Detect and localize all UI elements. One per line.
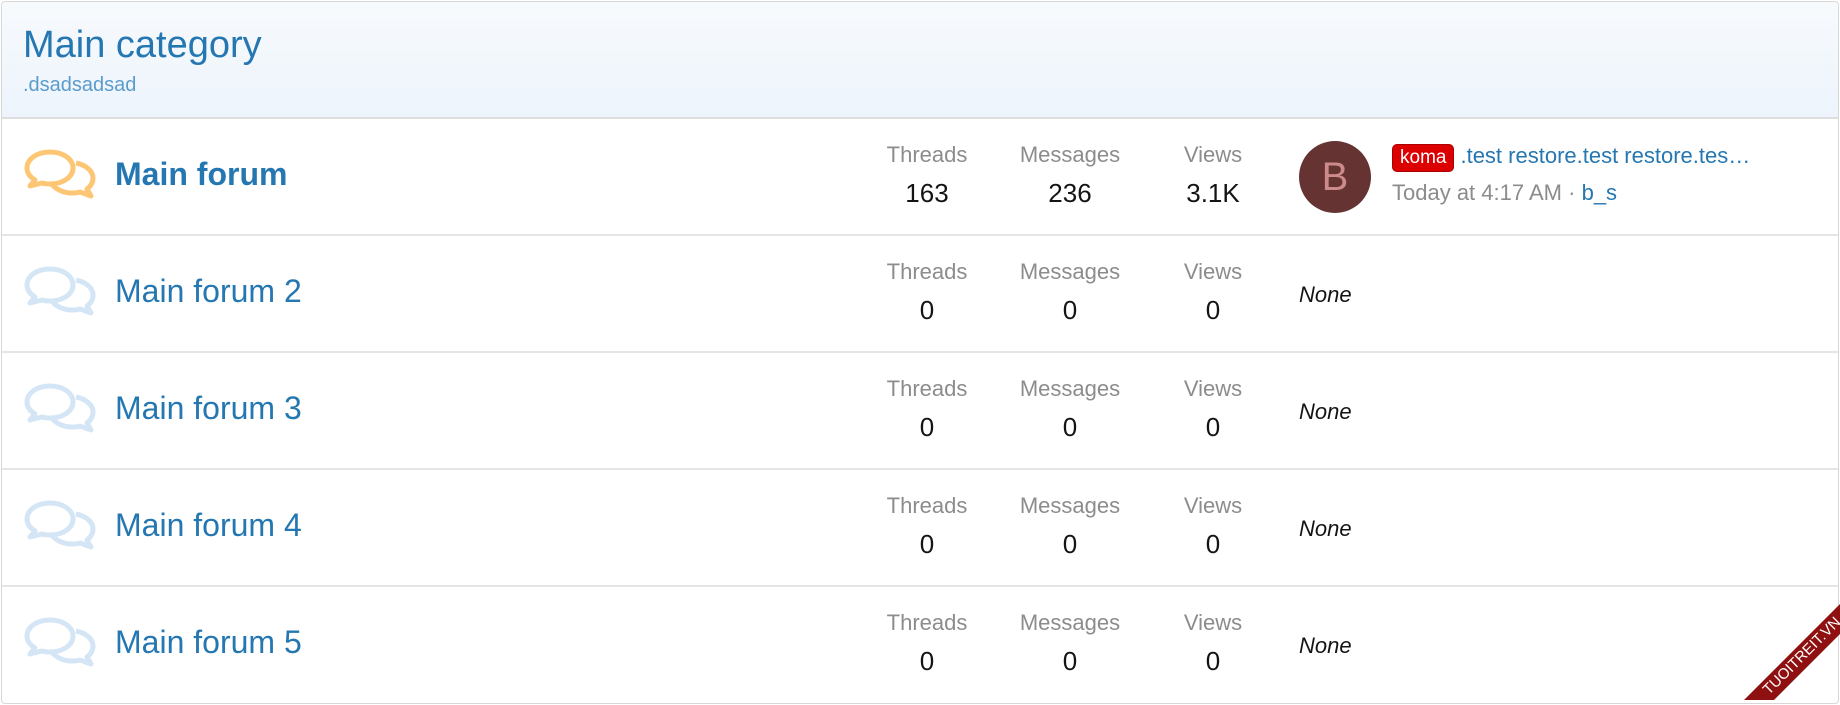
forum-title-link[interactable]: Main forum 4 (115, 507, 302, 543)
forum-row: Main forum Threads 163 Messages 236 Views 3.1K… (2, 119, 1838, 236)
forum-title-link[interactable]: Main forum 2 (115, 273, 302, 309)
stat-messages-value: 236 (1048, 178, 1092, 208)
stat-messages-label: Messages (1019, 376, 1121, 401)
stat-messages-label: Messages (1019, 259, 1121, 284)
stat-threads-label: Threads (886, 376, 968, 401)
forum-list: Main forum Threads 163 Messages 236 Views 3.1K… (2, 119, 1838, 703)
stat-views: Views 0 (1143, 259, 1283, 326)
avatar[interactable]: B (1299, 141, 1371, 213)
stat-threads-value: 0 (919, 529, 935, 559)
stat-messages: Messages 0 (1000, 493, 1140, 560)
latest-thread-link[interactable]: .test restore.test restore.tes… (1460, 143, 1751, 168)
stat-threads-label: Threads (886, 493, 968, 518)
stat-threads-label: Threads (886, 259, 968, 284)
stat-views: Views 0 (1143, 376, 1283, 443)
stat-threads: Threads 0 (857, 610, 997, 677)
forum-row: Main forum 4 Threads 0 Messages 0 Views 0 None (2, 470, 1838, 587)
latest-post: koma .test restore.test restore.tes… Toda… (1392, 143, 1832, 206)
watermark-band (1744, 604, 1840, 700)
no-latest-post: None (1299, 516, 1352, 541)
forum-chat-icon (22, 615, 98, 675)
stat-threads-value: 0 (919, 295, 935, 325)
stat-views-label: Views (1183, 493, 1243, 518)
stat-views-label: Views (1183, 610, 1243, 635)
stat-views: Views 0 (1143, 493, 1283, 560)
stat-threads: Threads 0 (857, 259, 997, 326)
forum-title-link[interactable]: Main forum 3 (115, 390, 302, 426)
stat-threads-label: Threads (886, 610, 968, 635)
stat-messages: Messages 236 (1000, 142, 1140, 209)
separator: · (1568, 180, 1576, 205)
stat-messages-label: Messages (1019, 493, 1121, 518)
forum-row: Main forum 5 Threads 0 Messages 0 Views 0 None (2, 587, 1838, 703)
stat-views: Views 3.1K (1143, 142, 1283, 209)
stat-messages-value: 0 (1062, 529, 1078, 559)
latest-time[interactable]: Today at 4:17 AM (1392, 180, 1562, 205)
stat-threads-value: 0 (919, 412, 935, 442)
stat-views-value: 0 (1205, 295, 1221, 325)
watermark-text: TUOITREIT.VN (1760, 614, 1840, 699)
stat-threads-label: Threads (886, 142, 968, 167)
forum-chat-icon (22, 498, 98, 558)
latest-user-link[interactable]: b_s (1581, 180, 1618, 205)
stat-views-label: Views (1183, 376, 1243, 401)
category-description: .dsadsadsad (23, 74, 137, 96)
stat-messages: Messages 0 (1000, 610, 1140, 677)
stat-messages-value: 0 (1062, 295, 1078, 325)
forum-row: Main forum 2 Threads 0 Messages 0 Views 0 None (2, 236, 1838, 353)
stat-messages-label: Messages (1019, 142, 1121, 167)
stat-views-label: Views (1183, 259, 1243, 284)
no-latest-post: None (1299, 282, 1352, 307)
category-header: Main category .dsadsadsad (2, 2, 1838, 119)
forum-chat-icon (22, 381, 98, 441)
forum-title-link[interactable]: Main forum 5 (115, 624, 302, 660)
stat-threads: Threads 0 (857, 376, 997, 443)
stat-messages: Messages 0 (1000, 376, 1140, 443)
no-latest-post: None (1299, 633, 1352, 658)
prefix-badge: koma (1392, 144, 1455, 172)
forum-title-link[interactable]: Main forum (115, 156, 288, 192)
category-title[interactable]: Main category (23, 24, 262, 66)
forum-chat-icon (22, 147, 98, 207)
stat-threads: Threads 163 (857, 142, 997, 209)
watermark-ribbon: TUOITREIT.VN (1744, 604, 1840, 700)
forum-row: Main forum 3 Threads 0 Messages 0 Views 0 None (2, 353, 1838, 470)
stat-views-value: 0 (1205, 412, 1221, 442)
stat-threads-value: 0 (919, 646, 935, 676)
stat-views-label: Views (1183, 142, 1243, 167)
stat-messages-value: 0 (1062, 646, 1078, 676)
stat-views-value: 3.1K (1186, 178, 1240, 208)
stat-messages: Messages 0 (1000, 259, 1140, 326)
stat-threads: Threads 0 (857, 493, 997, 560)
stat-views-value: 0 (1205, 529, 1221, 559)
stat-views-value: 0 (1205, 646, 1221, 676)
stat-messages-value: 0 (1062, 412, 1078, 442)
stat-threads-value: 163 (905, 178, 949, 208)
stat-views: Views 0 (1143, 610, 1283, 677)
stat-messages-label: Messages (1019, 610, 1121, 635)
no-latest-post: None (1299, 399, 1352, 424)
forum-chat-icon (22, 264, 98, 324)
